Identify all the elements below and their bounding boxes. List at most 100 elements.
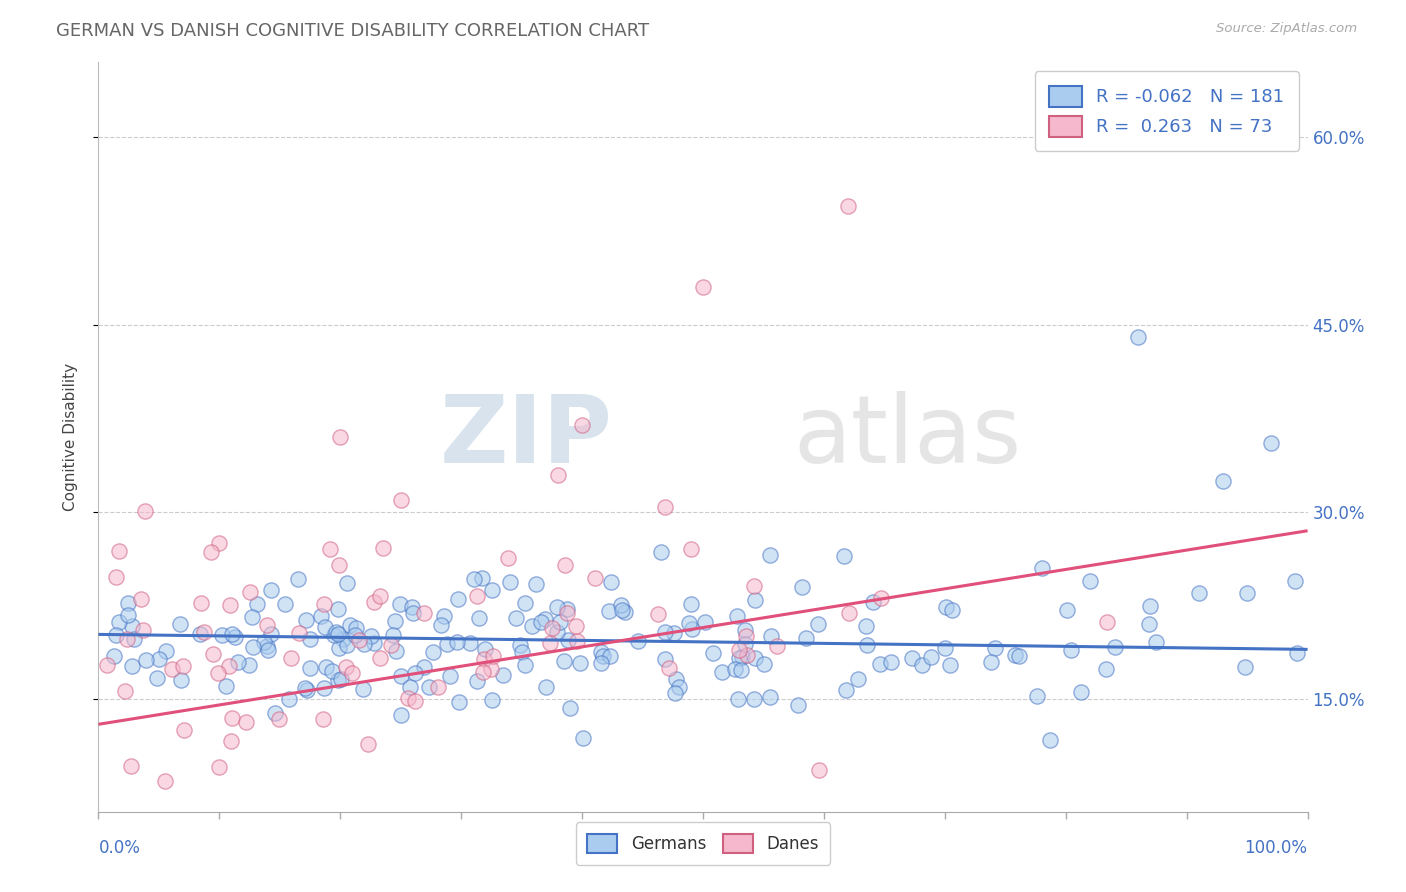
Point — [693, 615, 716, 630]
Point — [336, 576, 359, 591]
Point — [941, 603, 963, 617]
Point — [591, 645, 613, 659]
Point — [510, 645, 533, 659]
Point — [135, 653, 157, 667]
Point — [692, 280, 714, 294]
Point — [312, 597, 335, 611]
Point — [96, 658, 118, 673]
Point — [1137, 616, 1160, 631]
Point — [499, 574, 522, 589]
Point — [260, 626, 283, 640]
Point — [727, 692, 749, 706]
Point — [353, 637, 375, 651]
Point — [592, 649, 614, 664]
Point — [427, 681, 450, 695]
Point — [121, 659, 143, 673]
Point — [132, 624, 155, 638]
Point — [1236, 586, 1258, 600]
Point — [869, 591, 891, 606]
Point — [269, 712, 291, 726]
Point — [571, 417, 593, 432]
Point — [287, 572, 309, 586]
Point — [600, 575, 623, 590]
Point — [471, 571, 494, 585]
Point — [328, 558, 350, 572]
Point — [572, 731, 595, 745]
Point — [1078, 574, 1101, 588]
Point — [329, 672, 352, 686]
Point — [1070, 685, 1092, 699]
Point — [148, 652, 170, 666]
Point — [1233, 660, 1256, 674]
Point — [848, 672, 870, 686]
Point — [654, 652, 676, 666]
Point — [787, 698, 810, 712]
Point — [467, 611, 489, 625]
Point — [880, 655, 903, 669]
Point — [264, 706, 287, 721]
Point — [759, 548, 782, 562]
Point — [344, 621, 367, 635]
Point — [288, 625, 311, 640]
Point — [422, 645, 444, 659]
Point — [321, 665, 343, 679]
Point — [681, 622, 703, 636]
Point — [295, 683, 318, 698]
Point — [238, 658, 260, 673]
Point — [610, 598, 633, 612]
Point — [530, 615, 553, 630]
Point — [754, 657, 776, 671]
Point — [534, 680, 557, 694]
Point — [190, 596, 212, 610]
Point — [901, 650, 924, 665]
Point — [565, 619, 588, 633]
Point — [193, 625, 215, 640]
Point — [711, 665, 734, 679]
Point — [855, 619, 877, 633]
Point — [731, 649, 754, 664]
Point — [533, 612, 555, 626]
Point — [396, 691, 419, 706]
Point — [340, 665, 363, 680]
Point — [329, 430, 352, 444]
Point — [352, 681, 374, 696]
Point — [224, 630, 246, 644]
Point — [727, 650, 749, 665]
Point — [472, 665, 495, 679]
Point — [314, 620, 336, 634]
Point — [794, 632, 817, 646]
Point — [160, 662, 183, 676]
Point — [492, 668, 515, 682]
Point — [120, 759, 142, 773]
Point — [363, 595, 385, 609]
Point — [226, 655, 249, 669]
Point — [256, 642, 278, 657]
Point — [124, 632, 146, 646]
Point — [555, 606, 578, 620]
Point — [855, 638, 877, 652]
Point — [481, 693, 503, 707]
Point — [146, 671, 169, 685]
Point — [1212, 474, 1234, 488]
Point — [465, 674, 488, 689]
Point — [980, 655, 1002, 669]
Point — [650, 545, 672, 559]
Point — [256, 617, 278, 632]
Point — [325, 624, 347, 639]
Point — [1188, 586, 1211, 600]
Point — [744, 692, 766, 706]
Point — [260, 583, 283, 598]
Point — [404, 666, 426, 681]
Point — [399, 680, 422, 694]
Point — [357, 737, 380, 751]
Point — [723, 662, 745, 676]
Point — [107, 544, 129, 558]
Point — [505, 610, 527, 624]
Point — [114, 683, 136, 698]
Point — [662, 625, 685, 640]
Point — [541, 621, 564, 635]
Point — [665, 673, 688, 687]
Point — [117, 608, 139, 623]
Point — [221, 711, 243, 725]
Point — [1039, 732, 1062, 747]
